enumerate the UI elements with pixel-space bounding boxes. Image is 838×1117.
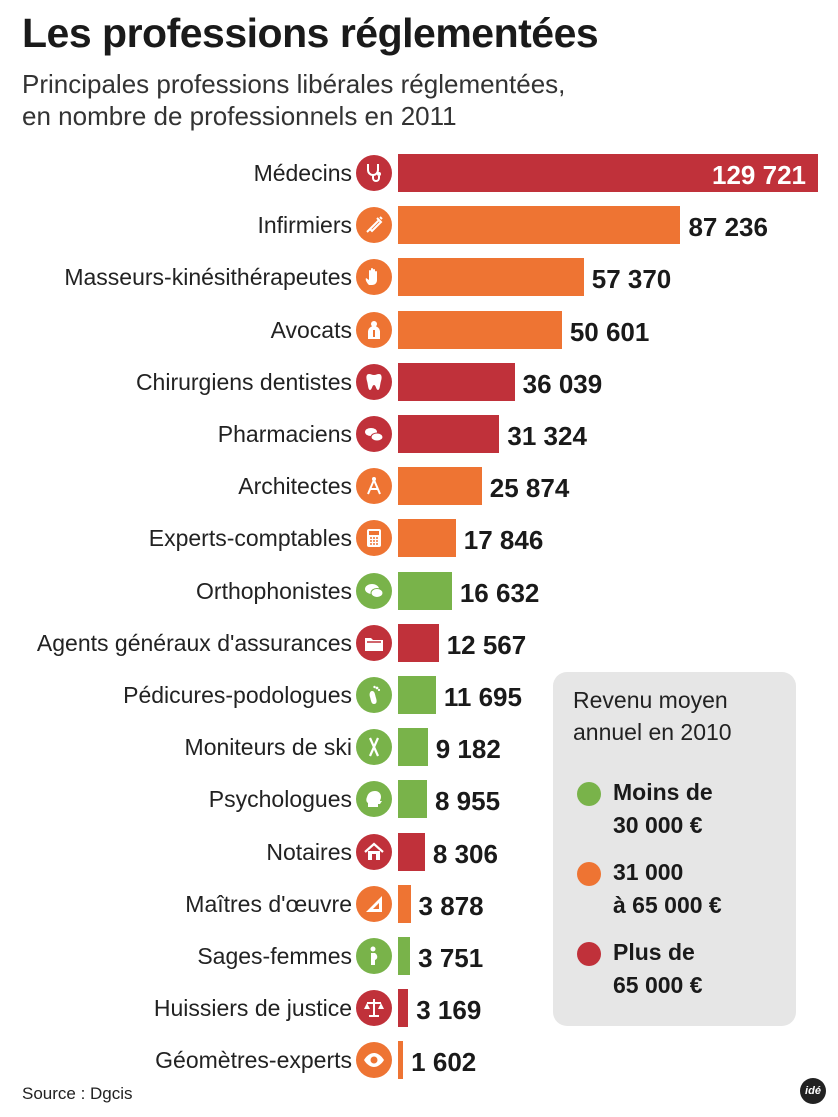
value-label-moniteurs-de-ski: 9 182	[435, 734, 501, 765]
eye-icon	[356, 1042, 392, 1079]
tooth-icon	[356, 363, 392, 400]
category-label-orthophonistes: Orthophonistes	[196, 577, 352, 604]
value-label-geometres-experts: 1 602	[411, 1047, 477, 1078]
category-label-pharmaciens: Pharmaciens	[217, 421, 352, 447]
bar-notaires	[398, 832, 425, 871]
bar-orthophonistes	[398, 571, 452, 610]
category-label-moniteurs-de-ski: Moniteurs de ski	[184, 734, 352, 761]
calculator-icon	[356, 520, 392, 557]
syringe-icon	[356, 207, 392, 244]
bar-avocats	[398, 310, 562, 349]
category-label-architectes: Architectes	[238, 473, 352, 500]
bar-infirmiers	[398, 206, 681, 245]
category-label-chirurgiens-dentistes: Chirurgiens dentistes	[135, 368, 352, 395]
legend-title-line-2: annuel en 2010	[573, 719, 732, 745]
legend: Revenu moyen annuel en 2010 Moins de 30 …	[553, 672, 796, 1026]
value-label-masseurs-kinesitherapeutes: 57 370	[591, 264, 672, 295]
value-label-infirmiers: 87 236	[688, 212, 768, 243]
subtitle-line-1: Principales professions libérales réglem…	[22, 69, 566, 99]
publisher-logo: idé	[800, 1078, 826, 1104]
value-label-huissiers-de-justice: 3 169	[416, 995, 482, 1026]
legend-label-orange-line-1: 31 000	[613, 859, 684, 885]
legend-dot-orange	[577, 862, 601, 886]
legend-label-orange-line-2: à 65 000 €	[613, 892, 722, 918]
value-label-pharmaciens: 31 324	[507, 421, 587, 451]
set-square-icon	[356, 885, 392, 922]
category-label-medecins: Médecins	[253, 160, 352, 186]
category-label-maitres-d-uvre: Maîtres d'œuvre	[185, 890, 352, 917]
category-label-sages-femmes: Sages-femmes	[197, 943, 352, 969]
legend-label-red-line-1: Plus de	[613, 939, 695, 965]
legend-label-green-line-1: Moins de	[613, 779, 713, 805]
hand-icon	[356, 259, 392, 296]
subtitle-line-2: en nombre de professionnels en 2011	[22, 101, 457, 131]
legend-label-orange: 31 000 à 65 000 €	[613, 856, 722, 922]
legend-dot-red	[577, 942, 601, 966]
bar-pharmaciens	[398, 415, 500, 453]
category-label-geometres-experts: Géomètres-experts	[155, 1047, 352, 1074]
category-label-pedicures-podologues: Pédicures-podologues	[123, 682, 352, 708]
bar-agents-generaux-d-assurances	[398, 623, 439, 662]
legend-label-red-line-2: 65 000 €	[613, 972, 703, 998]
foot-icon	[356, 677, 392, 713]
bar-architectes	[398, 467, 482, 506]
category-label-huissiers-de-justice: Huissiers de justice	[153, 995, 352, 1022]
folder-icon	[356, 624, 392, 661]
legend-title: Revenu moyen annuel en 2010	[573, 684, 732, 748]
value-label-medecins: 129 721	[712, 160, 806, 190]
value-label-orthophonistes: 16 632	[459, 577, 540, 608]
value-label-psychologues: 8 955	[434, 786, 501, 817]
legend-dot-green	[577, 782, 601, 806]
source-note: Source : Dgcis	[22, 1084, 133, 1103]
skis-icon	[356, 729, 392, 766]
value-label-architectes: 25 874	[489, 473, 570, 504]
value-label-maitres-d-uvre: 3 878	[418, 890, 484, 921]
chart-title: Les professions réglementées	[22, 10, 599, 56]
category-label-avocats: Avocats	[270, 316, 352, 343]
bar-chart: Médecins 129 721 Infirmiers 87 236 Masseurs-…	[0, 140, 838, 1080]
bar-moniteurs-de-ski	[398, 728, 428, 767]
bar-sages-femmes	[398, 937, 411, 975]
category-label-psychologues: Psychologues	[208, 786, 352, 813]
value-label-avocats: 50 601	[569, 316, 650, 347]
category-label-infirmiers: Infirmiers	[257, 212, 352, 239]
speech-bubbles-icon	[356, 572, 392, 609]
value-label-notaires: 8 306	[432, 838, 498, 869]
value-label-sages-femmes: 3 751	[418, 943, 484, 973]
bar-huissiers-de-justice	[398, 989, 409, 1028]
lawyer-icon	[356, 311, 392, 348]
bar-medecins	[398, 154, 818, 192]
bar-chirurgiens-dentistes	[398, 362, 515, 401]
legend-label-red: Plus de 65 000 €	[613, 936, 703, 1002]
pills-icon	[356, 416, 392, 452]
value-label-agents-generaux-d-assurances: 12 567	[446, 629, 527, 660]
value-label-pedicures-podologues: 11 695	[443, 682, 522, 712]
house-icon	[356, 833, 392, 870]
legend-label-green: Moins de 30 000 €	[613, 776, 713, 842]
category-label-experts-comptables: Experts-comptables	[148, 525, 352, 552]
bar-experts-comptables	[398, 519, 456, 558]
category-label-masseurs-kinesitherapeutes: Masseurs-kinésithérapeutes	[64, 264, 352, 291]
compass-icon	[356, 468, 392, 505]
bar-masseurs-kinesitherapeutes	[398, 258, 584, 297]
legend-title-line-1: Revenu moyen	[573, 687, 728, 713]
pregnant-woman-icon	[356, 938, 392, 974]
bar-pedicures-podologues	[398, 676, 436, 714]
category-label-notaires: Notaires	[266, 838, 352, 865]
value-label-chirurgiens-dentistes: 36 039	[522, 368, 603, 399]
head-icon	[356, 781, 392, 818]
category-label-agents-generaux-d-assurances: Agents généraux d'assurances	[36, 629, 352, 656]
value-label-experts-comptables: 17 846	[463, 525, 544, 556]
bar-psychologues	[398, 780, 427, 819]
chart-subtitle: Principales professions libérales réglem…	[22, 68, 565, 132]
scales-icon	[356, 990, 392, 1027]
legend-label-green-line-2: 30 000 €	[613, 812, 703, 838]
bar-geometres-experts	[398, 1041, 404, 1080]
stethoscope-icon	[356, 155, 392, 191]
bar-maitres-d-uvre	[398, 884, 411, 923]
